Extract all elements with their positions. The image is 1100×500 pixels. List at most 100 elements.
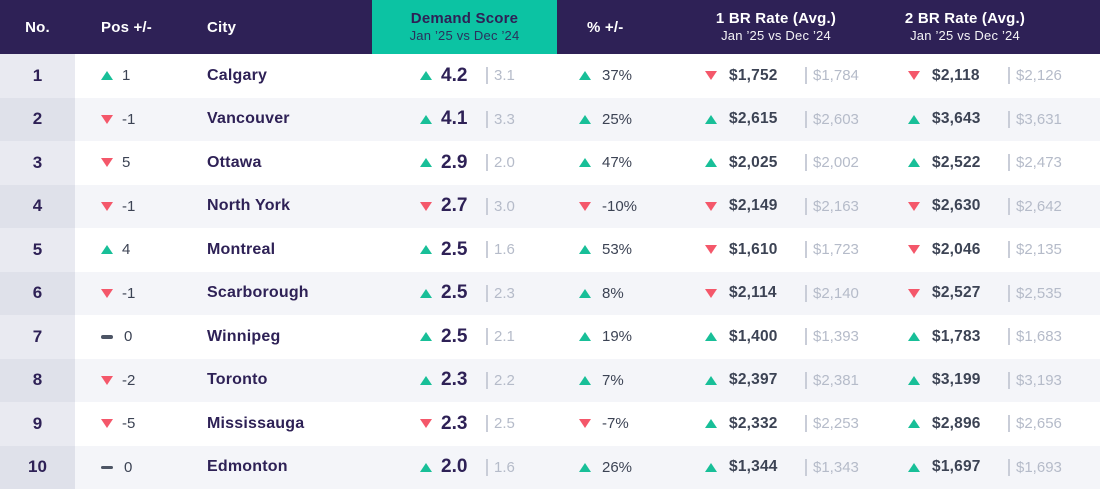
table-row: 7 0 Winnipeg 2.5 2.1 19% $1,400 $1,393 $… <box>0 315 1100 359</box>
trend-up-icon <box>420 375 432 385</box>
2br-rate-current: $2,527 <box>932 284 981 302</box>
divider <box>1008 328 1010 346</box>
divider <box>486 284 488 302</box>
2br-rate-previous: $3,631 <box>1016 110 1062 128</box>
2br-rate-previous: $2,126 <box>1016 67 1062 85</box>
demand-score-current: 2.5 <box>441 238 468 260</box>
city-name: North York <box>207 197 291 215</box>
percent-change-value: 8% <box>602 284 624 302</box>
1br-rate-previous: $1,393 <box>813 328 859 346</box>
rank-number: 4 <box>0 184 75 228</box>
1br-rate-previous: $2,603 <box>813 110 859 128</box>
2br-rate-previous: $1,683 <box>1016 328 1062 346</box>
trend-down-icon <box>101 201 113 211</box>
1br-rate-cell: $1,610 $1,723 <box>697 228 900 272</box>
trend-down-icon <box>101 158 113 168</box>
2br-rate-previous: $1,693 <box>1016 458 1062 476</box>
position-change-value: -1 <box>122 197 136 215</box>
divider <box>486 154 488 172</box>
1br-rate-previous: $2,002 <box>813 154 859 172</box>
divider <box>486 328 488 346</box>
trend-up-icon <box>579 245 591 255</box>
1br-rate-cell: $2,025 $2,002 <box>697 141 900 185</box>
position-change-cell: 5 <box>75 141 195 185</box>
demand-score-previous: 3.1 <box>494 67 515 85</box>
percent-change-cell: 47% <box>557 141 697 185</box>
demand-score-previous: 2.2 <box>494 371 515 389</box>
demand-score-cell: 2.0 1.6 <box>372 446 557 490</box>
1br-rate-previous: $2,381 <box>813 371 859 389</box>
1br-rate-title: 1 BR Rate (Avg.) <box>715 10 837 27</box>
trend-up-icon <box>908 462 920 472</box>
table-row: 6 -1 Scarborough 2.5 2.3 8% $2,114 $2,14… <box>0 271 1100 316</box>
rank-number: 3 <box>0 141 75 185</box>
demand-score-subtitle: Jan ’25 vs Dec ’24 <box>409 28 520 43</box>
trend-up-icon <box>705 114 717 124</box>
demand-score-title: Demand Score <box>410 10 519 27</box>
trend-up-icon <box>101 71 113 81</box>
demand-score-current: 2.5 <box>441 325 468 347</box>
divider <box>1008 458 1010 476</box>
city-name: Winnipeg <box>207 327 281 345</box>
trend-down-icon <box>908 245 920 255</box>
header-1br-rate: 1 BR Rate (Avg.) Jan ’25 vs Dec ’24 <box>697 0 900 54</box>
2br-rate-previous: $2,535 <box>1016 284 1062 302</box>
1br-rate-previous: $2,163 <box>813 197 859 215</box>
2br-rate-cell: $2,522 $2,473 <box>900 141 1100 185</box>
header-no: No. <box>25 18 50 36</box>
2br-rate-previous: $2,642 <box>1016 197 1062 215</box>
demand-score-cell: 2.5 2.1 <box>372 315 557 359</box>
city-name: Calgary <box>207 66 268 84</box>
2br-rate-cell: $2,896 $2,656 <box>900 402 1100 446</box>
percent-change-value: 53% <box>602 241 633 259</box>
city-name: Montreal <box>207 240 276 258</box>
2br-rate-subtitle: Jan ’25 vs Dec ’24 <box>910 28 1020 43</box>
percent-change-value: 25% <box>602 110 633 128</box>
1br-rate-current: $2,149 <box>729 197 778 215</box>
trend-up-icon <box>420 462 432 472</box>
divider <box>1008 371 1010 389</box>
trend-up-icon <box>579 288 591 298</box>
divider <box>1008 415 1010 433</box>
demand-score-cell: 2.5 1.6 <box>372 228 557 272</box>
trend-down-icon <box>705 288 717 298</box>
divider <box>486 458 488 476</box>
trend-up-icon <box>420 71 432 81</box>
trend-up-icon <box>705 158 717 168</box>
percent-change-value: 47% <box>602 154 633 172</box>
trend-up-icon <box>908 158 920 168</box>
city-name: Ottawa <box>207 153 262 171</box>
trend-down-icon <box>908 201 920 211</box>
demand-score-previous: 3.0 <box>494 197 515 215</box>
percent-change-value: 37% <box>602 67 633 85</box>
percent-change-value: 7% <box>602 371 624 389</box>
table-row: 10 0 Edmonton 2.0 1.6 26% $1,344 $1,343 … <box>0 445 1100 490</box>
trend-down-icon <box>705 71 717 81</box>
position-change-cell: -1 <box>75 272 195 316</box>
2br-rate-cell: $2,630 $2,642 <box>900 185 1100 229</box>
1br-rate-cell: $1,344 $1,343 <box>697 446 900 490</box>
divider <box>805 110 807 128</box>
city-name: Vancouver <box>207 110 290 128</box>
1br-rate-current: $1,752 <box>729 66 778 84</box>
divider <box>1008 110 1010 128</box>
trend-down-icon <box>705 245 717 255</box>
divider <box>805 328 807 346</box>
table-row: 4 -1 North York 2.7 3.0 -10% $2,149 $2,1… <box>0 184 1100 229</box>
divider <box>1008 284 1010 302</box>
demand-score-current: 2.0 <box>441 456 468 478</box>
2br-rate-current: $2,630 <box>932 197 981 215</box>
2br-rate-previous: $2,135 <box>1016 241 1062 259</box>
divider <box>486 415 488 433</box>
1br-rate-current: $2,615 <box>729 110 778 128</box>
demand-score-previous: 1.6 <box>494 458 515 476</box>
position-change-value: -2 <box>122 371 136 389</box>
rank-number: 10 <box>0 445 75 489</box>
header-city: City <box>207 18 237 36</box>
divider <box>486 371 488 389</box>
position-change-cell: 0 <box>75 315 195 359</box>
1br-rate-cell: $1,400 $1,393 <box>697 315 900 359</box>
divider <box>805 371 807 389</box>
rank-number: 5 <box>0 228 75 272</box>
